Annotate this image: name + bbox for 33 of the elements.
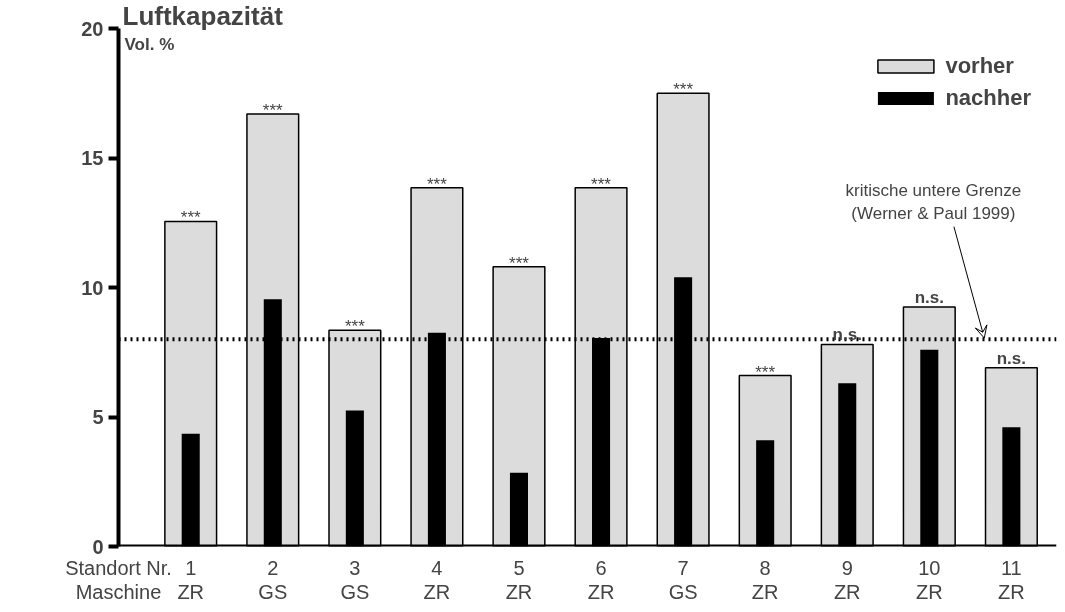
x-axis-title: Standort Nr. Maschine: [65, 556, 172, 603]
x-tick-label: 9 ZR: [833, 556, 861, 603]
x-tick-label: 7 GS: [668, 556, 698, 603]
legend-label: vorher: [945, 53, 1014, 79]
annotation: n.s.: [832, 325, 862, 345]
legend-label: nachher: [945, 85, 1031, 111]
x-tick-label: 3 GS: [340, 556, 370, 603]
annotation: ***: [509, 253, 530, 273]
ref-line-label: kritische untere Grenze (Werner & Paul 1999): [845, 180, 1022, 223]
x-tick-label: 5 ZR: [505, 556, 533, 603]
annotation: ***: [180, 208, 202, 228]
annotation: ***: [673, 80, 694, 100]
x-tick-label: 4 ZR: [423, 556, 451, 603]
y-tick-label: 15: [81, 147, 104, 169]
y-tick-label: 10: [81, 276, 104, 299]
y-tick-label: 20: [81, 17, 104, 40]
annotation: ***: [591, 174, 612, 194]
annotation: n.s.: [914, 287, 944, 307]
x-tick-label: 1 ZR: [177, 556, 205, 603]
annotation: ***: [344, 317, 366, 337]
y-tick-label: 5: [92, 406, 104, 428]
y-tick-label: 0: [92, 535, 104, 558]
annotation: ***: [755, 362, 776, 382]
annotation: n.s.: [996, 348, 1027, 368]
annotation: ***: [426, 174, 448, 194]
chart-title: Luftkapazität: [122, 0, 284, 31]
annotation: ***: [262, 100, 284, 120]
x-tick-label: 6 ZR: [587, 556, 615, 603]
x-tick-label: 2 GS: [258, 556, 288, 603]
x-tick-label: 8 ZR: [751, 556, 779, 603]
x-tick-label: 11 ZR: [998, 556, 1025, 603]
y-axis-title: Vol. %: [124, 34, 175, 54]
x-tick-label: 10 ZR: [915, 556, 943, 603]
